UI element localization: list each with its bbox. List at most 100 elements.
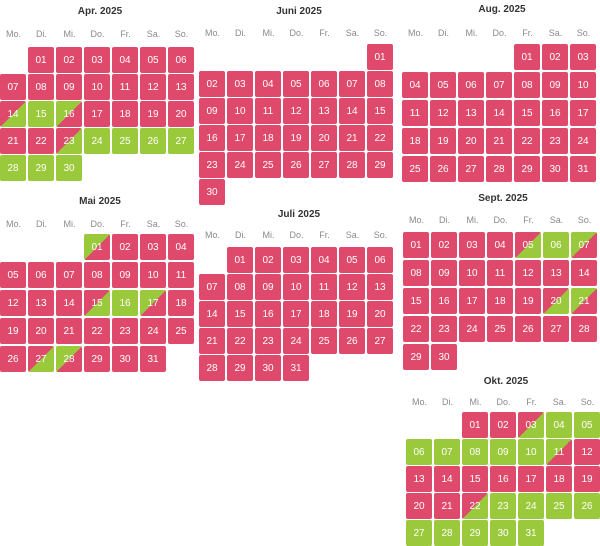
day-cell[interactable]: 04 — [546, 412, 572, 438]
day-cell[interactable]: 16 — [431, 288, 457, 314]
day-cell[interactable]: 14 — [486, 100, 512, 126]
day-cell[interactable]: 28 — [0, 155, 26, 181]
day-cell[interactable]: 23 — [56, 128, 82, 154]
day-cell[interactable]: 20 — [168, 101, 194, 127]
day-cell[interactable]: 24 — [84, 128, 110, 154]
day-cell[interactable]: 07 — [434, 439, 460, 465]
day-cell[interactable]: 03 — [570, 44, 596, 70]
day-cell[interactable]: 29 — [28, 155, 54, 181]
day-cell[interactable]: 05 — [574, 412, 600, 438]
day-cell[interactable]: 21 — [571, 288, 597, 314]
day-cell[interactable]: 10 — [518, 439, 544, 465]
day-cell[interactable]: 28 — [434, 520, 460, 546]
day-cell[interactable]: 26 — [283, 152, 309, 178]
day-cell[interactable]: 01 — [84, 234, 110, 260]
day-cell[interactable]: 06 — [28, 262, 54, 288]
day-cell[interactable]: 22 — [462, 493, 488, 519]
day-cell[interactable]: 26 — [574, 493, 600, 519]
day-cell[interactable]: 10 — [283, 274, 309, 300]
day-cell[interactable]: 15 — [367, 98, 393, 124]
day-cell[interactable]: 04 — [402, 72, 428, 98]
day-cell[interactable]: 30 — [112, 346, 138, 372]
day-cell[interactable]: 29 — [403, 344, 429, 370]
day-cell[interactable]: 24 — [570, 128, 596, 154]
day-cell[interactable]: 14 — [0, 101, 26, 127]
day-cell[interactable]: 02 — [199, 71, 225, 97]
day-cell[interactable]: 12 — [283, 98, 309, 124]
day-cell[interactable]: 13 — [311, 98, 337, 124]
day-cell[interactable]: 27 — [28, 346, 54, 372]
day-cell[interactable]: 17 — [140, 290, 166, 316]
day-cell[interactable]: 20 — [458, 128, 484, 154]
day-cell[interactable]: 12 — [140, 74, 166, 100]
day-cell[interactable]: 01 — [462, 412, 488, 438]
day-cell[interactable]: 25 — [112, 128, 138, 154]
day-cell[interactable]: 24 — [227, 152, 253, 178]
day-cell[interactable]: 09 — [56, 74, 82, 100]
day-cell[interactable]: 29 — [462, 520, 488, 546]
day-cell[interactable]: 02 — [542, 44, 568, 70]
day-cell[interactable]: 05 — [0, 262, 26, 288]
day-cell[interactable]: 08 — [403, 260, 429, 286]
day-cell[interactable]: 28 — [56, 346, 82, 372]
day-cell[interactable]: 23 — [542, 128, 568, 154]
day-cell[interactable]: 30 — [199, 179, 225, 205]
day-cell[interactable]: 15 — [462, 466, 488, 492]
day-cell[interactable]: 05 — [430, 72, 456, 98]
day-cell[interactable]: 29 — [367, 152, 393, 178]
day-cell[interactable]: 31 — [283, 355, 309, 381]
day-cell[interactable]: 19 — [140, 101, 166, 127]
day-cell[interactable]: 03 — [459, 232, 485, 258]
day-cell[interactable]: 19 — [283, 125, 309, 151]
day-cell[interactable]: 31 — [518, 520, 544, 546]
day-cell[interactable]: 06 — [367, 247, 393, 273]
day-cell[interactable]: 27 — [543, 316, 569, 342]
day-cell[interactable]: 15 — [28, 101, 54, 127]
day-cell[interactable]: 21 — [56, 318, 82, 344]
day-cell[interactable]: 24 — [518, 493, 544, 519]
day-cell[interactable]: 18 — [546, 466, 572, 492]
day-cell[interactable]: 23 — [490, 493, 516, 519]
day-cell[interactable]: 20 — [311, 125, 337, 151]
day-cell[interactable]: 19 — [430, 128, 456, 154]
day-cell[interactable]: 27 — [168, 128, 194, 154]
day-cell[interactable]: 26 — [0, 346, 26, 372]
day-cell[interactable]: 18 — [168, 290, 194, 316]
day-cell[interactable]: 26 — [339, 328, 365, 354]
day-cell[interactable]: 09 — [431, 260, 457, 286]
day-cell[interactable]: 28 — [486, 156, 512, 182]
day-cell[interactable]: 25 — [402, 156, 428, 182]
day-cell[interactable]: 17 — [283, 301, 309, 327]
day-cell[interactable]: 11 — [168, 262, 194, 288]
day-cell[interactable]: 10 — [227, 98, 253, 124]
day-cell[interactable]: 12 — [430, 100, 456, 126]
day-cell[interactable]: 14 — [339, 98, 365, 124]
day-cell[interactable]: 21 — [199, 328, 225, 354]
day-cell[interactable]: 13 — [367, 274, 393, 300]
day-cell[interactable]: 11 — [487, 260, 513, 286]
day-cell[interactable]: 12 — [574, 439, 600, 465]
day-cell[interactable]: 17 — [570, 100, 596, 126]
day-cell[interactable]: 16 — [199, 125, 225, 151]
day-cell[interactable]: 02 — [431, 232, 457, 258]
day-cell[interactable]: 10 — [84, 74, 110, 100]
day-cell[interactable]: 19 — [0, 318, 26, 344]
day-cell[interactable]: 22 — [367, 125, 393, 151]
day-cell[interactable]: 08 — [462, 439, 488, 465]
day-cell[interactable]: 13 — [543, 260, 569, 286]
day-cell[interactable]: 04 — [255, 71, 281, 97]
day-cell[interactable]: 27 — [311, 152, 337, 178]
day-cell[interactable]: 29 — [227, 355, 253, 381]
day-cell[interactable]: 08 — [367, 71, 393, 97]
day-cell[interactable]: 20 — [406, 493, 432, 519]
day-cell[interactable]: 03 — [84, 47, 110, 73]
day-cell[interactable]: 09 — [255, 274, 281, 300]
day-cell[interactable]: 07 — [56, 262, 82, 288]
day-cell[interactable]: 11 — [255, 98, 281, 124]
day-cell[interactable]: 18 — [112, 101, 138, 127]
day-cell[interactable]: 07 — [486, 72, 512, 98]
day-cell[interactable]: 19 — [339, 301, 365, 327]
day-cell[interactable]: 13 — [28, 290, 54, 316]
day-cell[interactable]: 26 — [140, 128, 166, 154]
day-cell[interactable]: 16 — [255, 301, 281, 327]
